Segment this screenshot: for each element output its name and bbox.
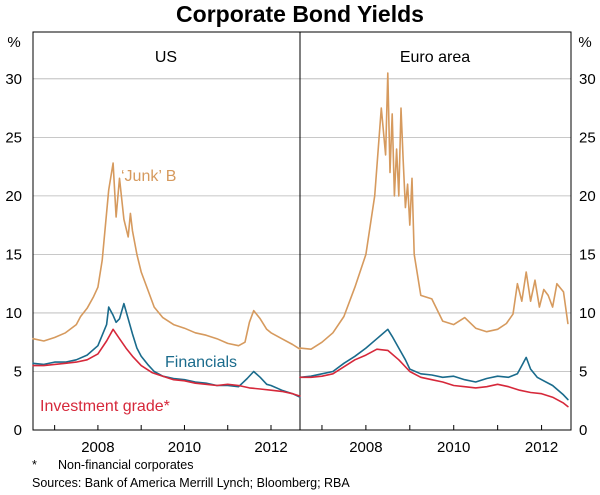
xtick-label-p0-2012: 2012 bbox=[254, 439, 287, 456]
series-line-us-0 bbox=[32, 162, 301, 351]
ytick-right-30: 30 bbox=[579, 71, 596, 88]
xtick-label-p0-2010: 2010 bbox=[168, 439, 201, 456]
ytick-left-10: 10 bbox=[5, 305, 22, 322]
panel-title-us: US bbox=[155, 49, 177, 66]
ytick-left-30: 30 bbox=[5, 71, 22, 88]
y-ticks: 0 0 5 5 10 10 15 15 20 20 25 25 30 30 bbox=[5, 71, 595, 439]
label-investment-grade: Investment grade* bbox=[40, 398, 170, 415]
footnote-sources: Sources: Bank of America Merrill Lynch; … bbox=[32, 476, 350, 490]
series-line-us-1 bbox=[32, 302, 301, 399]
footnote-asterisk-text: Non-financial corporates bbox=[58, 458, 194, 472]
xtick-label-p1-2012: 2012 bbox=[525, 439, 558, 456]
ytick-right-25: 25 bbox=[579, 129, 596, 146]
xtick-label-p1-2008: 2008 bbox=[349, 439, 382, 456]
panel-title-euro: Euro area bbox=[400, 49, 470, 66]
ytick-left-15: 15 bbox=[5, 246, 22, 263]
series-line-us-2 bbox=[32, 328, 301, 397]
ytick-left-0: 0 bbox=[14, 422, 22, 439]
y-unit-right: % bbox=[578, 34, 591, 51]
ytick-left-20: 20 bbox=[5, 188, 22, 205]
gridlines bbox=[33, 78, 571, 372]
plot-frame bbox=[32, 31, 572, 431]
footnote-asterisk: * bbox=[32, 458, 37, 472]
xtick-label-p0-2008: 2008 bbox=[81, 439, 114, 456]
xtick-label-p1-2010: 2010 bbox=[437, 439, 470, 456]
ytick-right-15: 15 bbox=[579, 246, 596, 263]
series-line-euro-2 bbox=[299, 348, 569, 408]
y-unit-left: % bbox=[7, 34, 20, 51]
series-lines bbox=[32, 72, 569, 408]
ytick-right-5: 5 bbox=[579, 363, 587, 380]
label-financials: Financials bbox=[165, 354, 237, 371]
chart-title: Corporate Bond Yields bbox=[176, 1, 424, 27]
label-junk-b: ‘Junk’ B bbox=[121, 168, 176, 185]
ytick-left-25: 25 bbox=[5, 129, 22, 146]
x-ticks: 2008 2010 2012 2008 2010 2012 bbox=[54, 425, 558, 456]
ytick-right-0: 0 bbox=[579, 422, 587, 439]
series-line-euro-0 bbox=[299, 72, 569, 351]
ytick-right-20: 20 bbox=[579, 188, 596, 205]
ytick-right-10: 10 bbox=[579, 305, 596, 322]
series-line-euro-1 bbox=[299, 328, 569, 401]
ytick-left-5: 5 bbox=[14, 363, 22, 380]
